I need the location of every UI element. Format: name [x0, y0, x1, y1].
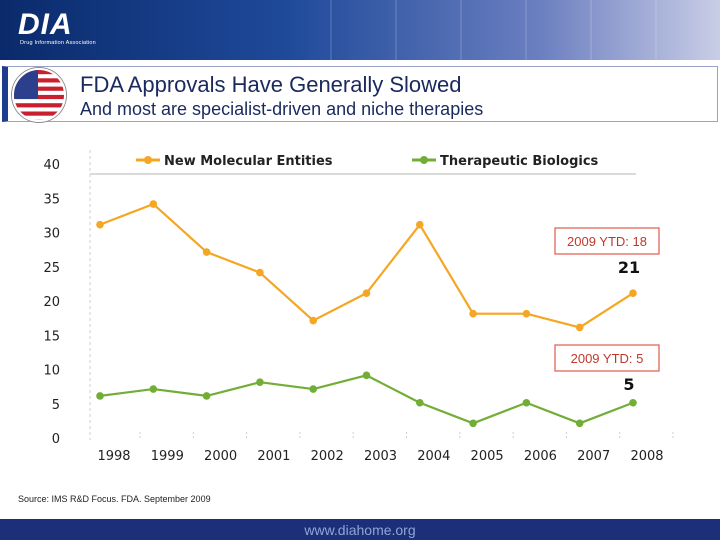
banner-streak: [395, 0, 397, 60]
chart-series: [96, 200, 637, 428]
x-tick-label: 2007: [577, 449, 610, 464]
top-banner: DIA Drug Information Association: [0, 0, 720, 60]
x-tick-label: 2002: [311, 449, 344, 464]
logo-text: DIA: [18, 8, 73, 41]
legend-swatch-marker: [420, 156, 428, 164]
x-tick-label: 1999: [151, 449, 184, 464]
x-tick-label: 2004: [417, 449, 450, 464]
legend-swatch-marker: [144, 156, 152, 164]
chart-annotations: 2009 YTD: 18 2009 YTD: 5 21 5: [554, 227, 660, 394]
y-tick-label: 35: [43, 192, 60, 207]
dia-logo[interactable]: DIA Drug Information Association: [14, 8, 114, 52]
logo-subtitle: Drug Information Association: [20, 40, 96, 46]
approvals-chart: 0 5 10 15 20 25 30 35 40 1998 1999 2000 2001 2002 2003…: [43, 150, 674, 464]
end-value-label: 21: [618, 258, 640, 277]
ytd-callout-text: 2009 YTD: 18: [567, 234, 647, 249]
data-point: [629, 398, 637, 407]
banner-streak: [460, 0, 462, 60]
y-tick-label: 20: [43, 295, 60, 310]
data-point: [362, 371, 371, 380]
y-tick-label: 25: [43, 261, 60, 276]
series-line-0: [99, 202, 634, 329]
data-point: [202, 248, 211, 256]
data-point: [256, 268, 264, 277]
x-tick-label: 2003: [364, 449, 397, 464]
x-tick-label: 2001: [257, 449, 290, 464]
title-bar: [2, 66, 718, 122]
banner-streak: [590, 0, 592, 60]
data-point: [362, 289, 371, 297]
data-point: [469, 419, 477, 428]
data-point: [149, 385, 158, 393]
series-line-1: [99, 374, 634, 425]
data-point: [96, 392, 104, 400]
y-tick-label: 15: [43, 329, 60, 344]
x-tick-label: 2005: [471, 449, 504, 464]
y-tick-label: 10: [43, 364, 60, 379]
chart-axes: 0 5 10 15 20 25 30 35 40 1998 1999 2000 2001 2002 2003…: [43, 158, 663, 464]
banner-streak: [330, 0, 332, 60]
x-tick-label: 1998: [97, 449, 130, 464]
footer-url-link[interactable]: www.diahome.org: [304, 522, 416, 538]
ytd-callout-box: [554, 227, 660, 255]
y-tick-label: 0: [52, 432, 60, 447]
x-tick-label: 2000: [204, 449, 237, 464]
legend-label: New Molecular Entities: [164, 154, 333, 169]
chart-grid: [89, 150, 674, 440]
data-point: [309, 385, 318, 393]
banner-streak: [525, 0, 527, 60]
data-point: [202, 392, 211, 400]
page-title: FDA Approvals Have Generally Slowed: [80, 72, 462, 97]
data-point: [469, 309, 477, 318]
y-tick-label: 5: [52, 398, 60, 413]
data-point: [149, 200, 158, 208]
data-point: [309, 316, 318, 325]
y-tick-label: 40: [43, 158, 60, 173]
footer-bar: [0, 519, 720, 540]
legend-label: Therapeutic Biologics: [440, 154, 599, 169]
data-point: [522, 398, 531, 407]
data-point: [256, 378, 264, 386]
us-flag-icon: [12, 68, 66, 122]
ytd-callout-text: 2009 YTD: 5: [571, 351, 644, 366]
x-tick-label: 2006: [524, 449, 557, 464]
y-tick-label: 30: [43, 227, 60, 242]
data-point: [575, 419, 584, 428]
chart-legend: New Molecular Entities Therapeutic Biolog…: [136, 154, 599, 169]
data-point: [629, 289, 637, 297]
x-tick-label: 2008: [630, 449, 663, 464]
data-point: [96, 220, 104, 229]
data-point: [416, 398, 424, 407]
source-note: Source: IMS R&D Focus. FDA. September 20…: [18, 494, 211, 504]
page-subtitle: And most are specialist-driven and niche…: [80, 99, 484, 119]
banner-streak: [655, 0, 657, 60]
data-point: [575, 323, 584, 332]
data-point: [416, 220, 424, 229]
ytd-callout-box: [554, 344, 660, 372]
end-value-label: 5: [623, 375, 634, 394]
data-point: [522, 309, 531, 318]
